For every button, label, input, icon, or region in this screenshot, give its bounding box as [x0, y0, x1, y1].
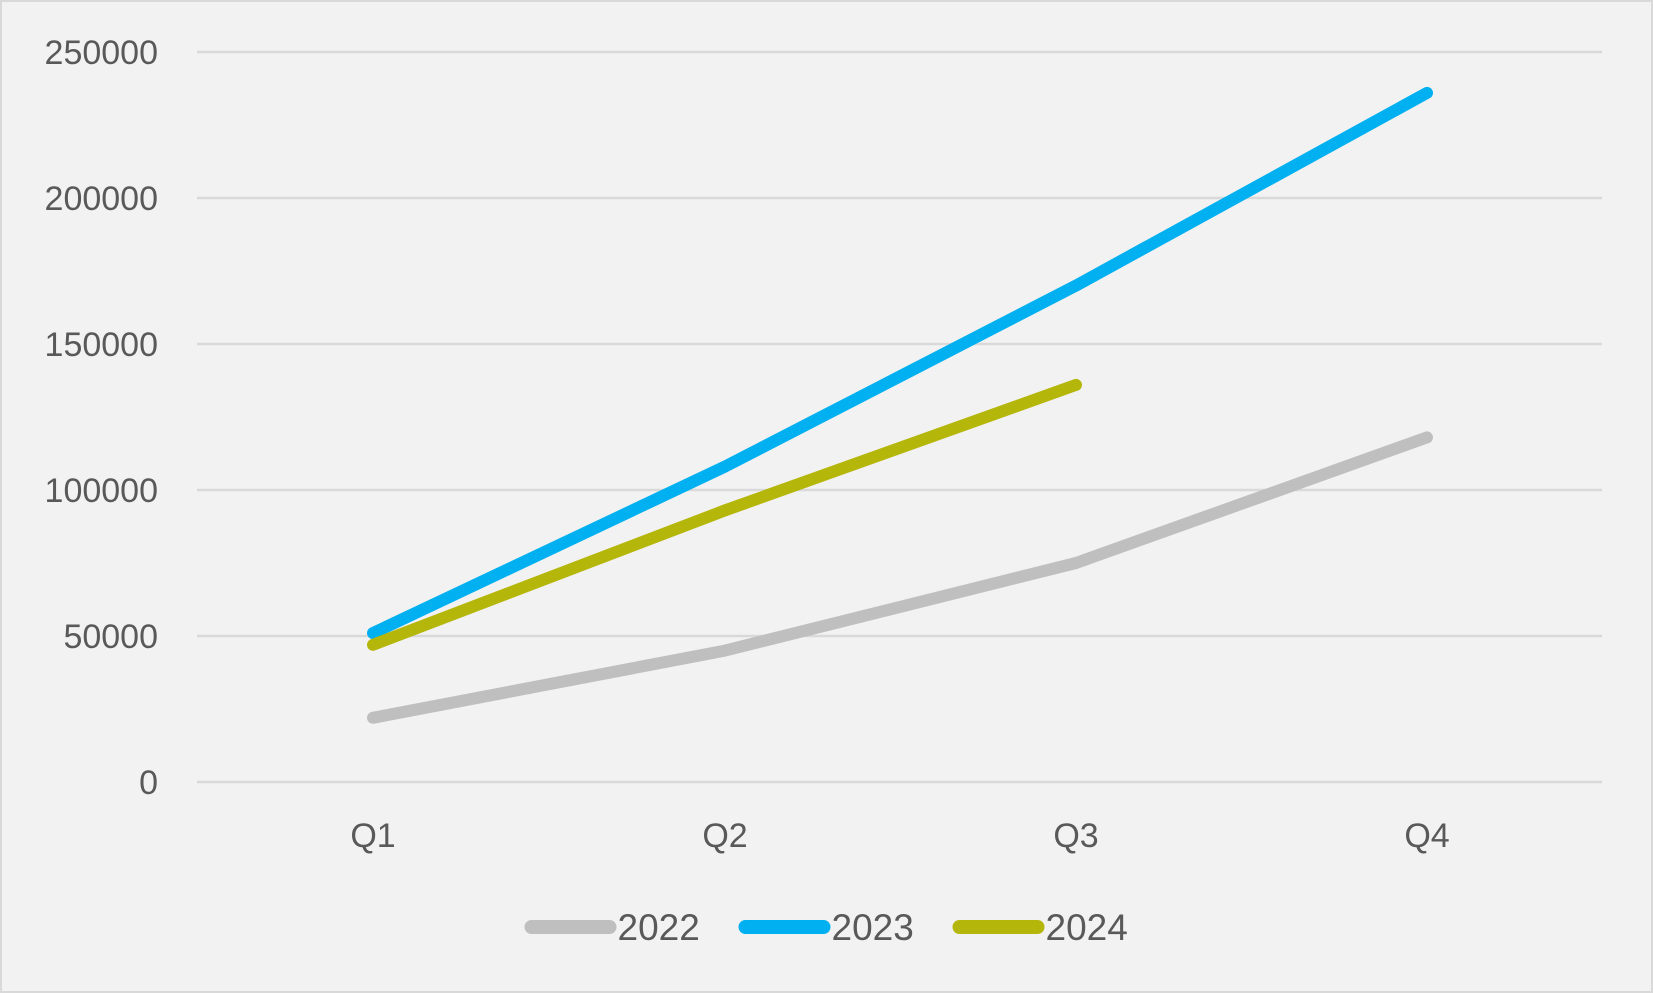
y-tick-label: 0 [139, 764, 158, 802]
legend: 2022 2023 2024 [524, 907, 1128, 948]
legend-item-2022: 2022 [524, 907, 700, 948]
x-tick-label: Q1 [350, 817, 395, 855]
series-line-2024 [367, 378, 1082, 651]
y-axis-tick-labels: 0 50000 100000 150000 200000 250000 [45, 34, 158, 802]
y-tick-label: 150000 [45, 326, 158, 364]
legend-label: 2022 [618, 907, 700, 948]
y-tick-label: 100000 [45, 472, 158, 510]
y-tick-label: 50000 [63, 618, 158, 656]
x-tick-label: Q2 [702, 817, 747, 855]
x-tick-label: Q3 [1053, 817, 1098, 855]
y-tick-label: 200000 [45, 180, 158, 218]
series-lines [367, 86, 1433, 724]
series-line-2023 [367, 86, 1433, 640]
gridlines [197, 50, 1602, 784]
legend-item-2024: 2024 [952, 907, 1128, 948]
legend-label: 2024 [1046, 907, 1128, 948]
y-tick-label: 250000 [45, 34, 158, 72]
x-axis-tick-labels: Q1 Q2 Q3 Q4 [350, 817, 1449, 855]
series-line-2022 [367, 431, 1433, 724]
x-tick-label: Q4 [1404, 817, 1449, 855]
legend-item-2023: 2023 [738, 907, 914, 948]
legend-label: 2023 [832, 907, 914, 948]
